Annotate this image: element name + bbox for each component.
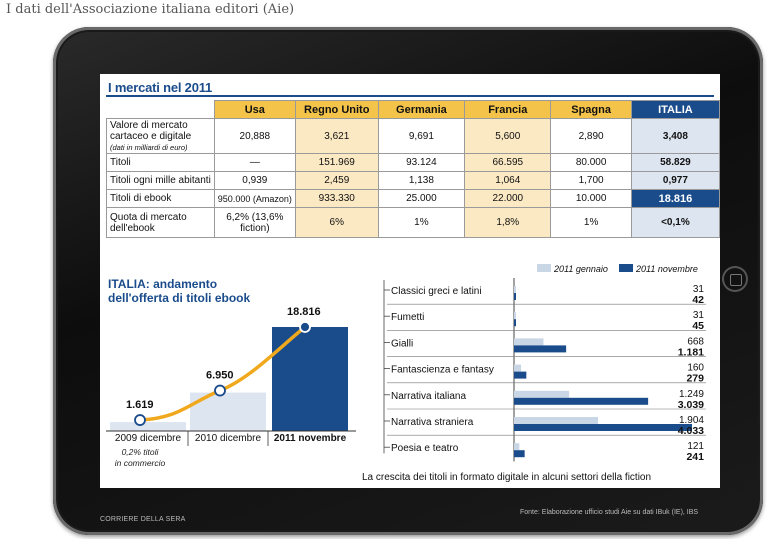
legend-swatch-novembre — [619, 264, 633, 272]
bar-novembre — [514, 293, 516, 300]
page-caption: I dati dell'Associazione italiana editor… — [6, 2, 294, 17]
bar-2009-dicembre — [110, 422, 186, 431]
bar-gennaio — [514, 391, 569, 398]
note-line-1: 0,2% titoli — [122, 447, 160, 457]
home-button[interactable] — [722, 266, 748, 292]
bar-novembre — [514, 424, 692, 431]
sector-label: Narrativa italiana — [391, 391, 466, 402]
footer-source-left: CORRIERE DELLA SERA — [100, 516, 186, 523]
legend-label-gennaio: 2011 gennaio — [553, 264, 608, 274]
sector-chart-caption: La crescita dei titoli in formato digita… — [362, 472, 651, 483]
bar-gennaio — [514, 286, 516, 293]
sector-label: Narrativa straniera — [391, 417, 474, 428]
sector-label: Classici greci e latini — [391, 286, 482, 297]
sector-label: Fantascienza e fantasy — [391, 365, 494, 376]
bar-novembre — [514, 398, 648, 405]
bar-gennaio — [514, 443, 519, 450]
legend-label-novembre: 2011 novembre — [635, 264, 698, 274]
bar-novembre — [514, 319, 516, 326]
note-line-2: in commercio — [115, 458, 166, 468]
bar-gennaio — [514, 338, 543, 345]
bar-novembre — [514, 372, 526, 379]
sector-label: Fumetti — [391, 312, 424, 323]
bar-novembre — [514, 345, 566, 352]
bar-2011-novembre — [272, 327, 348, 431]
category-label: 2009 dicembre — [115, 433, 182, 444]
category-label: 2010 dicembre — [195, 433, 262, 444]
tablet-screen: I mercati nel 2011 Usa Regno Unito Germa… — [100, 74, 720, 488]
legend-swatch-gennaio — [537, 264, 551, 272]
bar-value-label: 1.619 — [126, 399, 154, 411]
bar-value-label: 18.816 — [287, 306, 321, 318]
category-label: 2011 novembre — [274, 433, 347, 444]
bar-gennaio — [514, 365, 521, 372]
bar-gennaio — [514, 417, 598, 424]
bar-value-label: 6.950 — [206, 370, 234, 382]
trend-point-2 — [300, 322, 310, 332]
charts-canvas: 1.619 6.950 18.816 2009 dicembre 2010 dicemb… — [100, 74, 720, 488]
footer-source-right: Fonte: Elaborazione ufficio studi Aie su… — [520, 509, 698, 516]
bar-gennaio — [514, 312, 516, 319]
trend-point-1 — [215, 386, 225, 396]
value-label-novembre: 241 — [686, 451, 704, 463]
bar-novembre — [514, 450, 525, 457]
trend-point-0 — [135, 415, 145, 425]
sector-label: Poesia e teatro — [391, 443, 459, 454]
sector-label: Gialli — [391, 338, 413, 349]
